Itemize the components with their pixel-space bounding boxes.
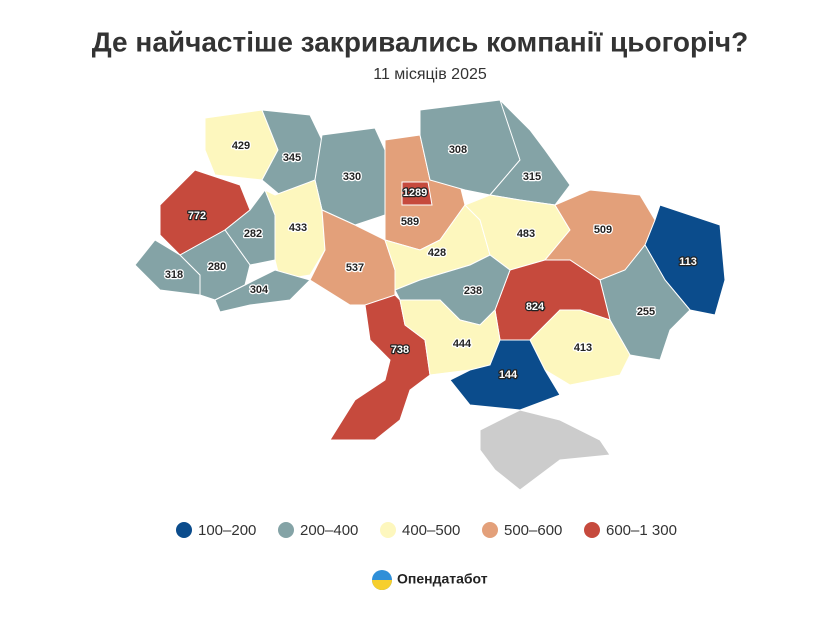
region <box>449 339 561 411</box>
region-value: 308 <box>449 144 467 156</box>
legend-swatch <box>176 522 192 538</box>
region-value: 144 <box>499 369 518 381</box>
labels: 429 345 330 589 308 315 772 282 433 318 280 304 537 4… <box>164 139 699 383</box>
legend-swatch <box>584 522 600 538</box>
region-value: 738 <box>391 344 409 356</box>
legend-label: 400–500 <box>402 522 460 539</box>
region <box>399 299 501 376</box>
legend-swatch <box>278 522 294 538</box>
region-value: 428 <box>428 247 446 259</box>
regions <box>134 99 726 441</box>
legend-swatch <box>380 522 396 538</box>
legend-swatch <box>482 522 498 538</box>
region-value: 1289 <box>403 187 427 199</box>
region-value: 483 <box>517 228 535 240</box>
legend-label: 500–600 <box>504 522 562 539</box>
region-value: 330 <box>343 171 361 183</box>
legend-label: 100–200 <box>198 522 256 539</box>
region-value: 345 <box>283 152 301 164</box>
region-value: 413 <box>574 342 592 354</box>
region-value: 444 <box>453 338 472 350</box>
region-value: 238 <box>464 285 482 297</box>
region-value: 304 <box>250 284 269 296</box>
region-value: 433 <box>289 222 307 234</box>
region <box>401 181 433 206</box>
region-value: 282 <box>244 228 262 240</box>
region-value: 113 <box>679 256 697 268</box>
region-value: 537 <box>346 262 364 274</box>
region-value: 280 <box>208 261 226 273</box>
region <box>309 209 396 306</box>
region-value: 589 <box>401 216 419 228</box>
region-value: 315 <box>523 171 541 183</box>
crimea <box>479 409 611 491</box>
region-value: 824 <box>526 301 545 313</box>
brand: Опендатабот <box>397 571 488 587</box>
region <box>529 309 631 386</box>
region-value: 772 <box>188 210 206 222</box>
subtitle: 11 місяців 2025 <box>373 66 487 83</box>
title: Де найчастіше закривались компанії цього… <box>92 26 748 57</box>
legend-label: 200–400 <box>300 522 358 539</box>
legend: 100–200 200–400 400–500 500–600 600–1 300 <box>176 522 677 539</box>
region-value: 429 <box>232 140 250 152</box>
region-value: 255 <box>637 306 655 318</box>
region-value: 509 <box>594 224 612 236</box>
region <box>214 269 311 313</box>
region-value: 318 <box>165 269 183 281</box>
legend-label: 600–1 300 <box>606 522 677 539</box>
brand-logo-half <box>372 580 392 590</box>
